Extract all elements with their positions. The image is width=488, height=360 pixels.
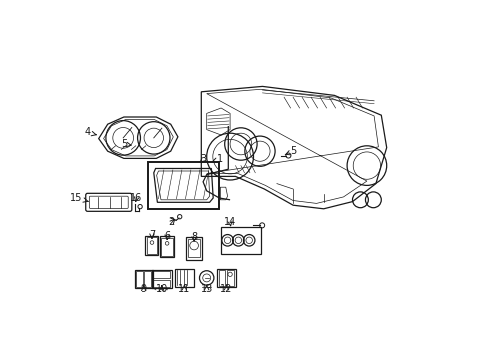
Bar	[153, 280, 170, 287]
Text: 9: 9	[141, 284, 146, 294]
Bar	[145, 236, 158, 256]
Bar	[153, 271, 170, 278]
Text: 6: 6	[163, 231, 170, 241]
Text: 7: 7	[148, 230, 155, 240]
Bar	[187, 239, 200, 257]
Text: 4: 4	[84, 127, 96, 138]
Text: 5: 5	[121, 139, 131, 149]
Text: 16: 16	[130, 193, 142, 203]
Bar	[175, 269, 193, 287]
Bar	[227, 270, 234, 286]
Bar	[217, 269, 235, 287]
Text: 14: 14	[224, 217, 236, 228]
Text: 8: 8	[191, 232, 197, 242]
Bar	[218, 270, 225, 286]
Text: 1: 1	[212, 154, 223, 164]
Text: 13: 13	[200, 284, 212, 294]
Text: 2: 2	[168, 217, 175, 228]
Bar	[160, 236, 174, 257]
Text: 12: 12	[220, 284, 232, 294]
Bar	[146, 238, 157, 253]
Bar	[161, 238, 172, 256]
Bar	[134, 270, 152, 288]
Bar	[136, 271, 142, 287]
Bar	[148, 162, 218, 209]
Bar	[144, 271, 151, 287]
Bar	[185, 237, 202, 260]
Bar	[221, 227, 260, 254]
Text: 15: 15	[70, 193, 88, 203]
Text: 10: 10	[155, 284, 167, 294]
Text: 3: 3	[200, 154, 206, 164]
Bar	[151, 270, 171, 288]
Text: 11: 11	[178, 284, 190, 294]
Text: 5: 5	[285, 146, 296, 156]
